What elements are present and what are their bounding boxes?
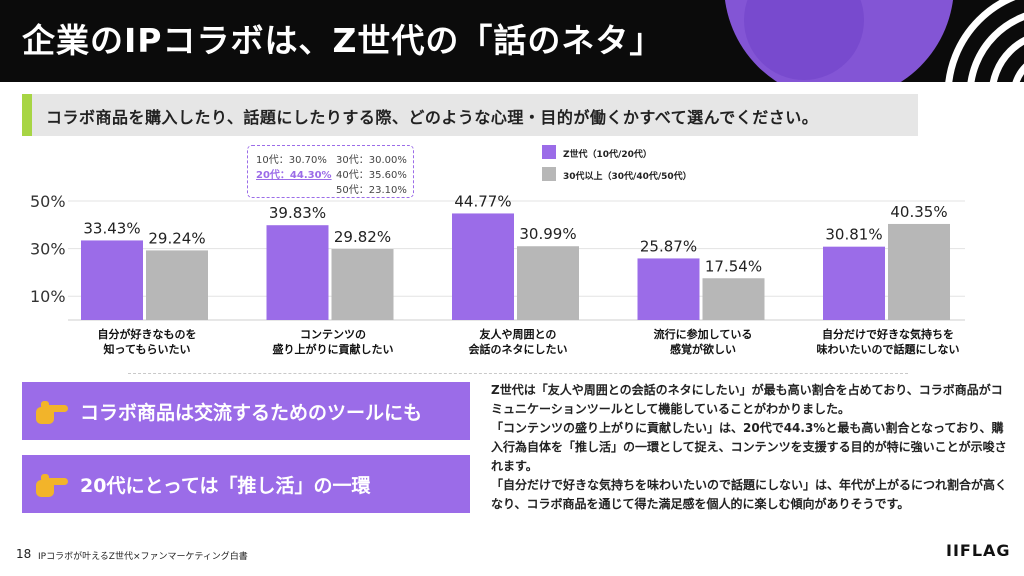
ratio-fifties: 50代：23.10% [336, 185, 407, 196]
header-decoration [725, 0, 1024, 82]
data-label: 44.77% [454, 192, 511, 210]
bar-older [146, 250, 208, 320]
bar-older [331, 249, 394, 320]
data-label: 33.43% [83, 219, 140, 237]
section-divider [128, 373, 908, 374]
bar-older [888, 223, 950, 320]
y-tick-label: 10% [30, 287, 66, 306]
ratio-forties: 40代：35.60% [336, 170, 407, 181]
category-label-2: コンテンツの 盛り上がりに貢献したい [272, 328, 394, 356]
category-label-3: 友人や周囲との 会話のネタにしたい [468, 328, 568, 356]
header-bar: 企業のIPコラボは、Z世代の「話のネタ」 [0, 0, 1024, 82]
data-label: 29.24% [148, 229, 205, 247]
data-label: 30.81% [825, 226, 882, 244]
analysis-paragraph-1: Z世代は「友人や周囲との会話のネタにしたい」が最も高い割合を占めており、コラボ商… [491, 383, 1003, 416]
pointing-hand-icon [36, 401, 68, 424]
footer-text: IPコラボが叶えるZ世代×ファンマーケティング白書 [38, 552, 248, 562]
data-label: 25.87% [640, 237, 697, 255]
legend-label-gen-z: Z世代（10代/20代） [563, 150, 652, 160]
ratio-twenties: 20代：44.30% [256, 170, 332, 181]
callout-text-2: 20代にとっては「推し活」の一環 [80, 475, 371, 497]
age-ratio-box: 10代：30.70% 20代：44.30% 30代：30.00% 40代：35.… [247, 145, 414, 198]
bar-gen-z [81, 240, 143, 320]
data-label: 30.99% [519, 225, 576, 243]
page-title: 企業のIPコラボは、Z世代の「話のネタ」 [22, 21, 664, 60]
category-label-5: 自分だけで好きな気持ちを 味わいたいので話題にしない [816, 328, 960, 356]
y-tick-label: 30% [30, 240, 66, 259]
callout-oshikatsu: 20代にとっては「推し活」の一環 [22, 455, 470, 513]
category-labels: 自分が好きなものを 知ってもらいたい コンテンツの 盛り上がりに貢献したい 友人… [0, 327, 1024, 363]
bar-gen-z [266, 225, 329, 320]
pointing-hand-icon [36, 474, 68, 497]
callout-text-1: コラボ商品は交流するためのツールにも [80, 402, 423, 424]
data-label: 39.83% [269, 204, 326, 222]
legend-label-older: 30代以上（30代/40代/50代） [563, 172, 692, 182]
question-text: コラボ商品を購入したり、話題にしたりする際、どのような心理・目的が働くかすべて選… [46, 108, 819, 127]
callout-communication: コラボ商品は交流するためのツールにも [22, 382, 470, 440]
question-bar: コラボ商品を購入したり、話題にしたりする際、どのような心理・目的が働くかすべて選… [22, 94, 918, 136]
data-label: 40.35% [890, 203, 947, 221]
legend-swatch-gray [542, 167, 556, 181]
bar-older [702, 278, 765, 320]
page-number: 18 [16, 547, 32, 561]
legend-swatch-purple [542, 145, 556, 159]
bar-gen-z [637, 258, 700, 320]
data-label: 29.82% [334, 228, 391, 246]
analysis-text: Z世代は「友人や周囲との会話のネタにしたい」が最も高い割合を占めており、コラボ商… [491, 381, 1011, 514]
category-label-4: 流行に参加している 感覚が欲しい [653, 328, 753, 356]
bar-older [517, 246, 579, 320]
analysis-paragraph-2: 「コンテンツの盛り上がりに貢献したい」は、20代で44.3%と最も高い割合となっ… [491, 421, 1007, 473]
y-tick-label: 50% [30, 192, 66, 211]
bar-gen-z [452, 213, 514, 320]
bar-gen-z [823, 246, 885, 320]
analysis-paragraph-3: 「自分だけで好きな気持ちを味わいたいので話題にしない」は、年代が上がるにつれ割合… [491, 478, 1008, 511]
brand-logo: IIFLAG [946, 541, 1011, 560]
category-label-1: 自分が好きなものを 知ってもらいたい [97, 328, 197, 356]
ratio-thirties: 30代：30.00% [336, 155, 407, 166]
data-label: 17.54% [705, 257, 762, 275]
ratio-teen: 10代：30.70% [256, 155, 327, 166]
